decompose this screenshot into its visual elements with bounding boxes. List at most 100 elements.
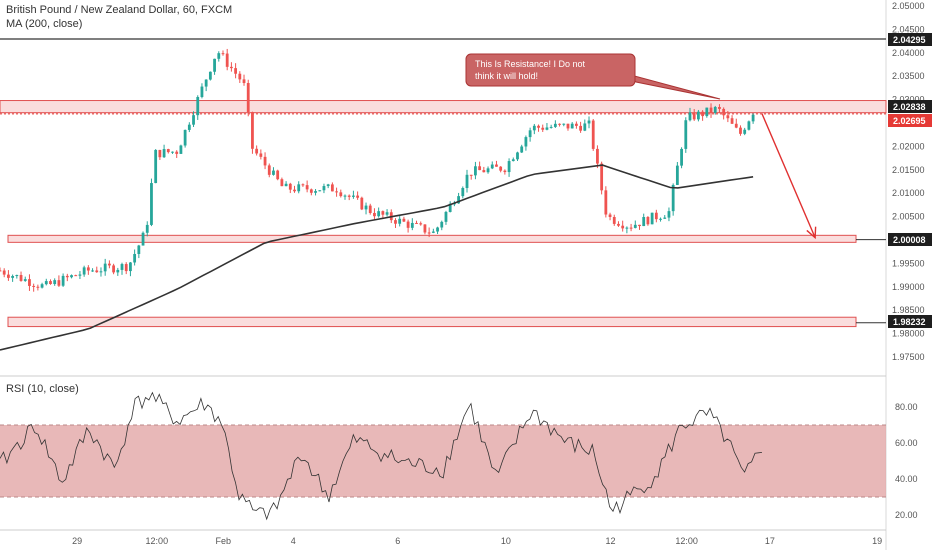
candle-body (659, 218, 662, 220)
candle-body (604, 190, 608, 215)
candle-body (0, 270, 2, 272)
candle-body (99, 271, 103, 273)
candle-body (32, 285, 36, 287)
price-tag-2.02695: 2.02695 (888, 114, 932, 127)
candle-body (402, 218, 406, 222)
candle-body (171, 151, 174, 153)
candle-body (251, 112, 254, 149)
candle-body (566, 123, 570, 129)
candle-body (272, 170, 275, 175)
candle-body (7, 274, 10, 278)
candle-body (129, 262, 132, 272)
candles (0, 48, 755, 292)
candle-body (663, 217, 667, 219)
candle-body (675, 165, 679, 185)
candle-body (617, 223, 620, 226)
candle-body (528, 130, 532, 138)
rsi-tick-label: 60.00 (895, 438, 918, 448)
price-tag-2.02838: 2.02838 (888, 100, 932, 113)
candle-body (326, 184, 330, 187)
candle-body (507, 161, 511, 173)
candle-body (213, 58, 216, 72)
time-tick-label: 12:00 (675, 536, 698, 546)
candle-body (150, 183, 153, 225)
candle-body (124, 264, 128, 272)
candle-body (36, 286, 40, 288)
candle-body (263, 156, 267, 166)
rsi-tick-label: 40.00 (895, 474, 918, 484)
candle-body (739, 127, 742, 134)
price-tick-label: 1.98500 (892, 305, 925, 315)
candle-body (482, 170, 486, 173)
candle-body (545, 127, 549, 130)
candle-body (70, 275, 73, 278)
candle-body (11, 276, 15, 278)
candle-body (427, 232, 431, 234)
candle-body (448, 203, 452, 212)
time-tick-label: 10 (501, 536, 511, 546)
candle-body (57, 280, 61, 286)
candle-body (549, 126, 553, 128)
candle-body (360, 197, 364, 210)
candle-body (562, 123, 566, 125)
candle-body (19, 275, 23, 281)
candle-body (574, 123, 578, 126)
candle-body (293, 189, 296, 192)
candle-body (225, 53, 229, 67)
candle-body (330, 184, 334, 192)
time-tick-label: 17 (765, 536, 775, 546)
candle-body (61, 275, 65, 286)
candle-body (208, 71, 212, 80)
candle-body (410, 222, 414, 228)
projection-arrow-head (806, 226, 817, 240)
time-tick-label: Feb (216, 536, 232, 546)
candle-body (221, 53, 225, 55)
price-tag-label: 2.04295 (893, 35, 926, 45)
candle-body (444, 211, 448, 222)
candle-body (339, 192, 343, 197)
time-tick-label: 19 (872, 536, 882, 546)
candle-body (40, 284, 44, 288)
candle-body (697, 111, 700, 120)
price-tick-label: 2.04000 (892, 48, 925, 58)
candle-body (259, 153, 263, 157)
price-tick-label: 2.01000 (892, 188, 925, 198)
candle-body (747, 121, 751, 130)
time-tick-label: 29 (72, 536, 82, 546)
candle-body (629, 227, 633, 229)
candle-body (103, 263, 107, 272)
candle-body (423, 224, 427, 233)
candle-body (469, 174, 473, 176)
candle-body (541, 127, 545, 130)
resistance-callout[interactable]: This Is Resistance! I Do not think it wi… (465, 53, 721, 100)
candle-body (297, 184, 301, 192)
candle-body (608, 214, 612, 217)
candle-body (314, 191, 317, 193)
ma-legend: MA (200, close) (6, 18, 82, 30)
price-tag-bg (888, 315, 932, 328)
candle-body (234, 68, 238, 74)
price-tag-label: 2.00008 (893, 235, 926, 245)
candle-body (91, 270, 94, 272)
callout-text-line2: think it will hold! (475, 71, 538, 81)
candle-body (335, 191, 338, 193)
candle-body (671, 184, 675, 212)
candle-body (368, 205, 372, 213)
candle-body (318, 190, 322, 192)
candle-body (166, 149, 170, 153)
candle-body (701, 111, 705, 117)
candle-body (255, 148, 259, 154)
rsi-layer (0, 391, 763, 521)
candle-body (162, 149, 166, 158)
candle-body (537, 125, 540, 128)
candle-body (650, 212, 654, 225)
candle-body (242, 79, 246, 84)
time-tick-label: 6 (395, 536, 400, 546)
candle-body (625, 227, 629, 229)
candle-body (78, 274, 82, 276)
candle-body (377, 211, 381, 217)
candle-body (431, 231, 435, 233)
candle-body (116, 269, 120, 273)
candle-body (600, 163, 604, 191)
